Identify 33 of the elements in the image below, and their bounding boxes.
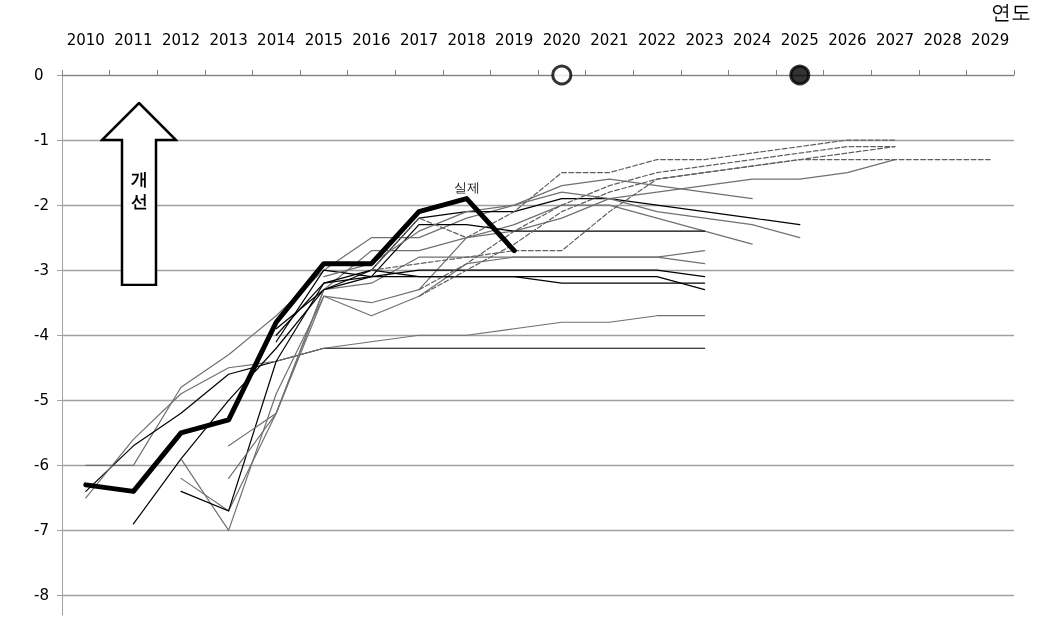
y-tick-label: -5 bbox=[34, 391, 49, 410]
x-tick-label: 2029 bbox=[971, 30, 1010, 49]
x-tick-label: 2017 bbox=[399, 30, 439, 49]
x-tick-label: 2022 bbox=[637, 30, 677, 49]
y-tick-label: -6 bbox=[34, 456, 49, 475]
x-tick-label: 2028 bbox=[923, 30, 962, 49]
y-tick-label: -8 bbox=[34, 586, 49, 605]
x-tick-label: 2010 bbox=[66, 30, 105, 49]
x-tick-label: 2014 bbox=[257, 30, 296, 49]
y-tick-label: -2 bbox=[34, 196, 49, 215]
x-tick-label: 2019 bbox=[495, 30, 534, 49]
y-tick-label: -7 bbox=[34, 521, 49, 540]
y-tick-label: -3 bbox=[34, 261, 49, 280]
y-tick-label: -1 bbox=[34, 131, 49, 150]
y-tick-label: 0 bbox=[34, 66, 44, 84]
x-tick-label: 2023 bbox=[685, 30, 724, 49]
x-tick-label: 2018 bbox=[447, 30, 486, 49]
series-label: 실제 bbox=[453, 179, 480, 195]
x-tick-label: 2021 bbox=[590, 30, 629, 49]
x-axis-title: 연도 bbox=[991, 0, 1031, 24]
y-tick-label: -4 bbox=[34, 326, 49, 345]
x-tick-label: 2020 bbox=[542, 30, 581, 49]
x-tick-label: 2015 bbox=[304, 30, 343, 49]
x-tick-label: 2024 bbox=[733, 30, 772, 49]
x-tick-label: 2026 bbox=[828, 30, 867, 49]
x-tick-label: 2013 bbox=[209, 30, 248, 49]
x-tick-label: 2011 bbox=[114, 30, 153, 49]
x-tick-label: 2027 bbox=[875, 30, 915, 49]
x-tick-label: 2012 bbox=[161, 30, 201, 49]
x-tick-label: 2025 bbox=[780, 30, 819, 49]
x-tick-label: 2016 bbox=[352, 30, 391, 49]
annotation: 개선 bbox=[129, 168, 149, 212]
up-arrow: 개선 bbox=[100, 102, 178, 286]
